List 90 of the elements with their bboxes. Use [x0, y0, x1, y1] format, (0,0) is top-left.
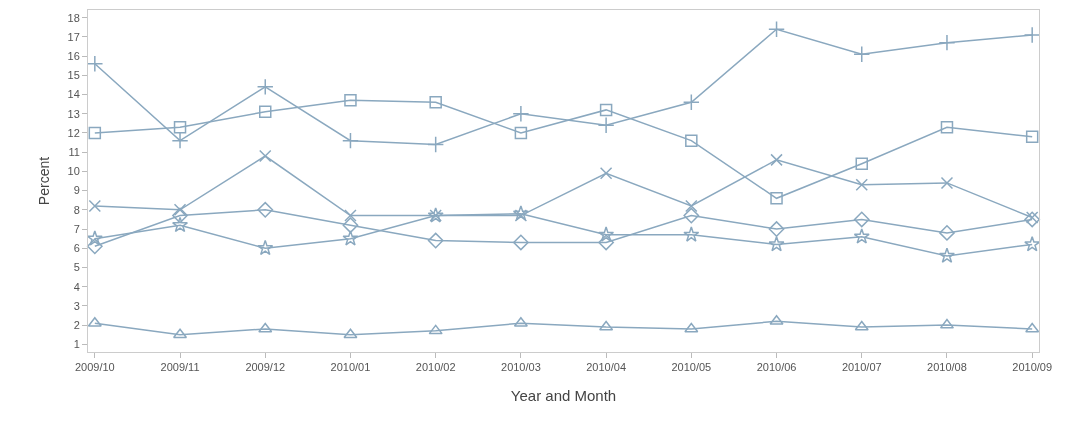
point [343, 328, 358, 339]
y-tick-label: 6 [73, 242, 80, 255]
y-tick-label: 2 [73, 318, 80, 331]
point [257, 239, 274, 256]
point [88, 126, 102, 140]
point [1024, 235, 1041, 252]
y-tick-label: 13 [67, 107, 80, 120]
point [512, 205, 529, 221]
point [683, 226, 700, 242]
point [342, 217, 359, 234]
x-tick-label: 2010/01 [330, 361, 371, 374]
x-tick-label: 2009/10 [74, 361, 115, 374]
y-tick-label: 18 [67, 11, 80, 24]
x-axis-title: Year and Month [510, 387, 617, 405]
point [342, 132, 359, 150]
point [172, 207, 188, 224]
point [938, 34, 956, 52]
x-tick-label: 2010/02 [415, 361, 456, 374]
point [1025, 130, 1039, 144]
point [512, 234, 529, 251]
point [344, 94, 357, 107]
point [429, 95, 442, 109]
point [938, 247, 956, 263]
point [855, 157, 868, 170]
point [86, 238, 103, 255]
point [684, 322, 699, 333]
x-tick-label: 2009/11 [160, 361, 200, 374]
point [597, 116, 615, 134]
point [770, 153, 783, 167]
y-tick-label: 3 [73, 299, 80, 312]
point [1023, 26, 1041, 44]
point [256, 78, 274, 96]
y-tick-label: 9 [73, 184, 80, 197]
y-tick-label: 17 [67, 30, 80, 43]
point [171, 132, 189, 150]
y-tick-label: 15 [67, 69, 80, 82]
point [683, 207, 700, 224]
point [513, 316, 528, 327]
point [854, 320, 869, 331]
point [853, 45, 871, 63]
y-tick-label: 7 [73, 222, 80, 235]
point [598, 234, 615, 251]
point [86, 55, 104, 73]
point [86, 230, 103, 246]
point [598, 226, 615, 242]
point [853, 228, 870, 244]
y-tick-label: 5 [73, 261, 80, 274]
y-tick-label: 14 [67, 88, 80, 101]
point [682, 93, 700, 111]
y-tick-label: 8 [73, 203, 80, 216]
x-tick-label: 2009/12 [245, 361, 286, 374]
point [428, 324, 443, 335]
point [939, 224, 955, 241]
point [342, 230, 359, 246]
point [87, 316, 102, 327]
y-tick-label: 1 [73, 338, 80, 351]
x-tick-label: 2010/07 [841, 361, 882, 374]
point [173, 120, 187, 134]
x-tick-label: 2010/06 [756, 361, 797, 374]
x-tick-label: 2010/04 [586, 361, 626, 374]
point [770, 192, 783, 205]
point [940, 120, 954, 134]
y-tick-label: 10 [67, 165, 80, 178]
point [514, 126, 528, 140]
y-tick-label: 4 [73, 280, 80, 293]
point [855, 178, 868, 192]
y-tick-label: 12 [67, 126, 80, 139]
point [258, 322, 273, 333]
y-tick-label: 11 [68, 146, 80, 159]
x-tick-label: 2010/09 [1012, 361, 1053, 374]
point [685, 134, 698, 147]
point [599, 103, 613, 117]
point [1025, 322, 1040, 333]
point [427, 136, 445, 153]
point [768, 221, 785, 237]
point [171, 216, 189, 233]
point [1024, 211, 1041, 228]
y-tick-label: 16 [67, 49, 80, 62]
point [853, 211, 870, 228]
y-axis-title: Percent [36, 156, 53, 206]
point [599, 320, 614, 331]
point [259, 105, 272, 119]
point [768, 20, 785, 38]
x-tick-label: 2010/08 [927, 361, 967, 374]
x-tick-label: 2010/05 [671, 361, 712, 374]
x-tick-label: 2010/03 [501, 361, 541, 374]
point [768, 235, 785, 252]
point [512, 105, 530, 123]
point [427, 232, 444, 249]
point [257, 201, 274, 218]
